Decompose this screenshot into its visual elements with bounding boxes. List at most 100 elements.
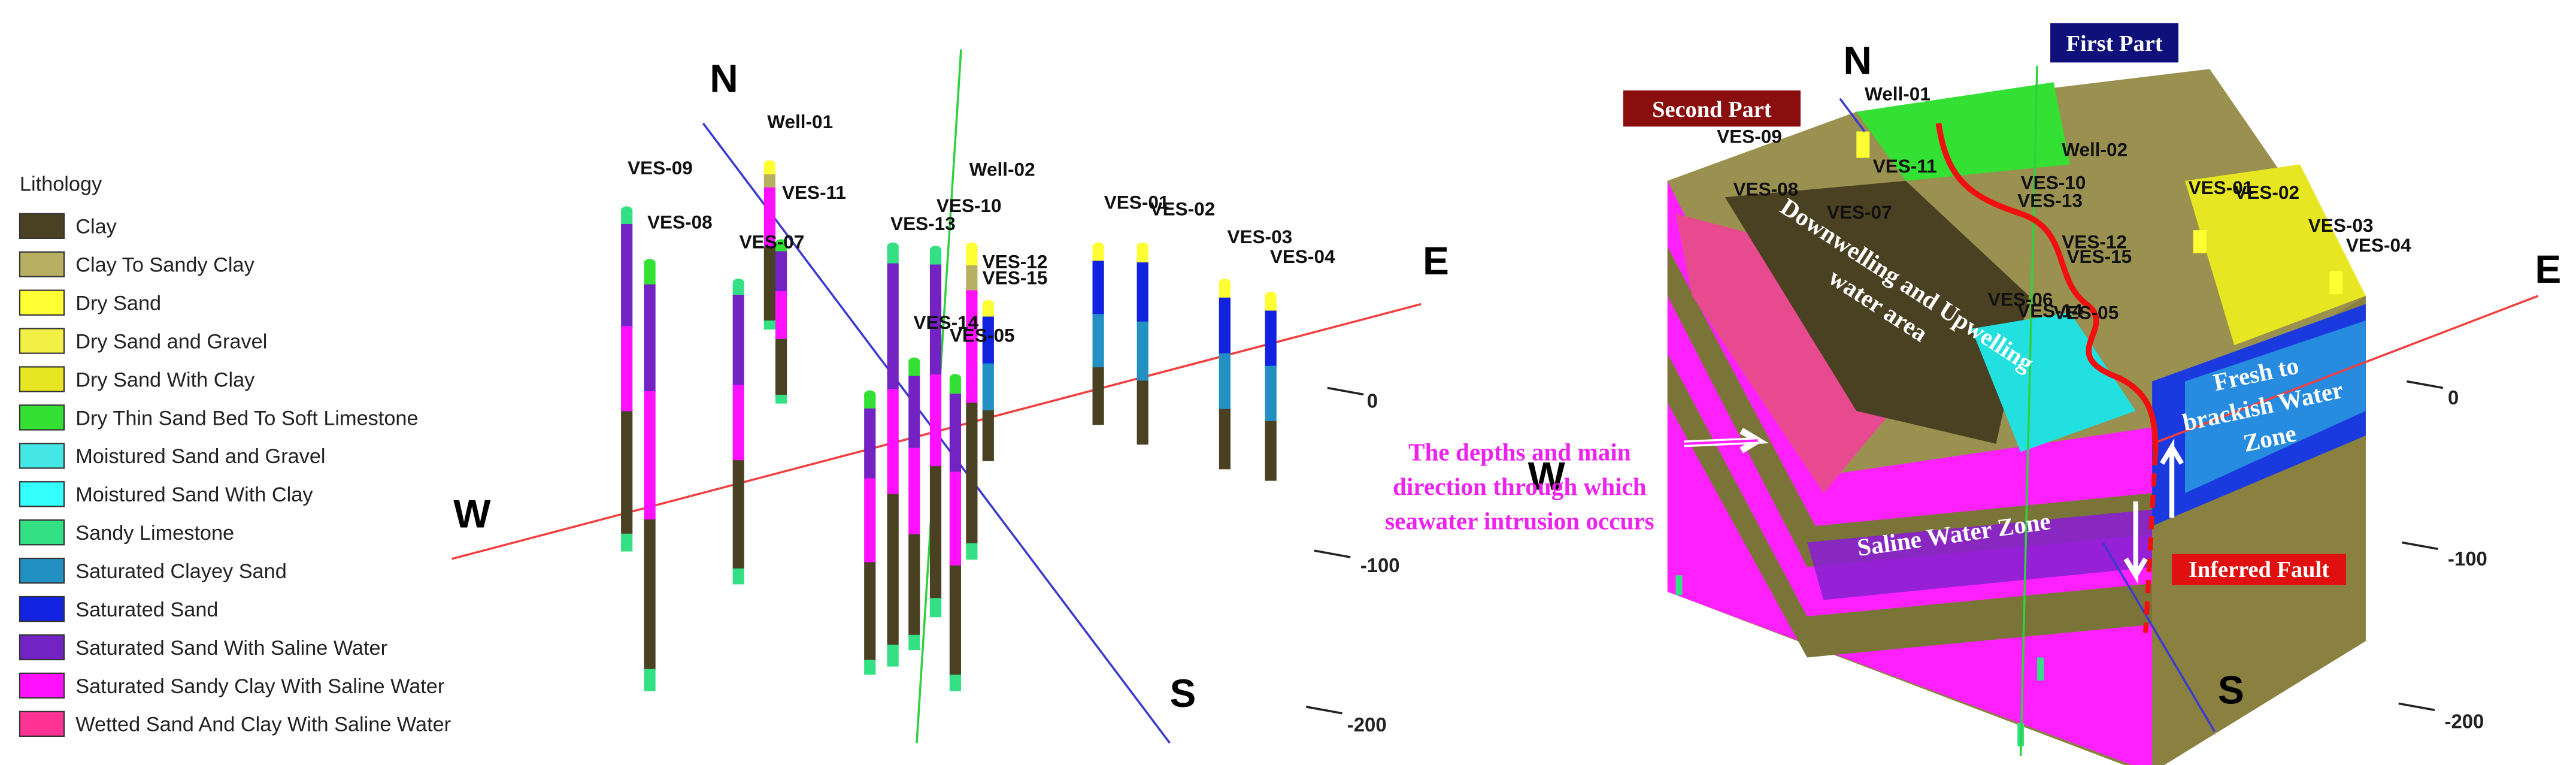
legend-label: Saturated Sand With Saline Water <box>75 637 387 660</box>
intrusion-note: direction through which <box>1393 473 1647 500</box>
inferred-fault-box <box>2172 554 2346 585</box>
legend-label: Sandy Limestone <box>75 522 234 545</box>
well-label: VES-04 <box>1270 246 1335 267</box>
borehole-segment <box>908 361 920 377</box>
borehole-segment <box>1265 421 1277 481</box>
legend-swatch <box>19 443 65 469</box>
borehole-segment <box>982 410 994 461</box>
inferred-fault-label: Inferred Fault <box>2189 557 2329 582</box>
legend-swatch <box>19 404 65 431</box>
borehole-segment <box>982 316 994 365</box>
borehole-segment <box>644 391 656 521</box>
well-label: VES-03 <box>2308 214 2374 236</box>
borehole-segment <box>887 389 899 495</box>
depth-tick <box>2401 541 2438 551</box>
well-label: VES-10 <box>937 195 1002 216</box>
well-label: VES-13 <box>890 213 956 234</box>
well-label: VES-15 <box>983 267 1048 289</box>
well-label: VES-15 <box>2066 246 2132 267</box>
well-label: VES-11 <box>782 182 846 203</box>
block-model <box>1667 69 2366 765</box>
borehole-segment <box>644 519 656 670</box>
legend-swatch <box>19 557 65 584</box>
intrusion-note: The depths and main <box>1408 438 1631 465</box>
borehole-segment <box>864 660 876 675</box>
borehole-segment <box>1092 246 1104 262</box>
borehole-segment <box>763 187 775 247</box>
borehole-segment <box>949 675 962 691</box>
borehole-segment <box>887 263 899 390</box>
borehole-segment <box>621 326 633 412</box>
borehole-segment <box>929 264 942 376</box>
second-part-label: Second Part <box>1652 97 1772 122</box>
legend-label: Moistured Sand and Gravel <box>75 445 325 468</box>
legend-label: Clay To Sandy Clay <box>75 254 254 277</box>
upward-arrow <box>2160 438 2184 518</box>
green-top-area <box>1856 82 2070 181</box>
depth-label: -100 <box>1360 554 1400 576</box>
well-post <box>1675 575 1683 595</box>
direction-label: S <box>1169 671 1196 715</box>
borehole-segment <box>1137 246 1148 264</box>
borehole-segment <box>929 598 942 618</box>
well-label: Well-02 <box>969 159 1035 180</box>
borehole-segment <box>908 634 920 651</box>
direction-label: E <box>1423 238 1449 283</box>
inferred-fault-line <box>2143 452 2158 633</box>
depth-tick <box>1327 386 1364 396</box>
downward-arrow <box>2123 501 2148 585</box>
borehole-segment <box>1265 310 1277 367</box>
borehole-segment <box>1092 261 1104 315</box>
borehole-segment <box>763 164 775 176</box>
well-label: VES-13 <box>2017 190 2083 211</box>
well-label: VES-09 <box>1717 126 1782 147</box>
well-label: VES-01 <box>1104 191 1169 213</box>
legend-label: Moistured Sand With Clay <box>75 483 313 506</box>
borehole-segment <box>949 471 962 567</box>
borehole-segment <box>763 174 775 189</box>
moist-top-area <box>1971 312 2136 452</box>
first-part-box <box>2050 23 2179 63</box>
legend-label: Dry Sand With Clay <box>75 368 255 391</box>
legend-swatch <box>19 213 65 239</box>
borehole-segment <box>621 210 633 225</box>
borehole-segment <box>887 246 899 264</box>
direction-label: W <box>453 492 491 536</box>
borehole-segment <box>732 460 744 570</box>
legend-swatch <box>19 634 65 661</box>
well-label: VES-05 <box>2054 301 2119 323</box>
well-label: VES-04 <box>2346 234 2411 256</box>
legend-label: Dry Thin Sand Bed To Soft Limestone <box>75 407 418 430</box>
borehole-segment <box>775 251 787 292</box>
first-part-label: First Part <box>2066 31 2163 56</box>
direction-label: S <box>2218 667 2244 712</box>
legend-swatch <box>19 595 65 622</box>
borehole-segment <box>1265 365 1277 422</box>
legend-swatch <box>19 289 65 316</box>
borehole-segment <box>732 282 744 296</box>
borehole-segment <box>908 447 920 536</box>
north-south-axis <box>2102 542 2216 732</box>
legend-label: Saturated Sand <box>75 598 218 621</box>
borehole-segment <box>644 263 656 286</box>
depth-label: -200 <box>2445 710 2484 732</box>
well-label: VES-12 <box>2062 231 2127 252</box>
borehole-segment <box>1219 409 1231 470</box>
legend-swatch <box>19 710 65 737</box>
borehole-segment <box>966 290 978 404</box>
borehole-segment <box>1219 282 1231 299</box>
borehole-segment <box>949 378 962 395</box>
depth-tick <box>2407 380 2444 389</box>
intrusion-arrow-core <box>1684 439 1758 445</box>
depth-tick <box>1314 549 1351 558</box>
well-label: VES-01 <box>2189 177 2254 198</box>
legend-swatch <box>19 481 65 507</box>
borehole-segment <box>621 223 633 327</box>
legend-label: Clay <box>75 216 117 238</box>
clay-layer <box>1667 246 2153 567</box>
borehole-segment <box>1137 262 1148 323</box>
depth-tick <box>1305 706 1342 715</box>
boreholes <box>621 160 1277 691</box>
